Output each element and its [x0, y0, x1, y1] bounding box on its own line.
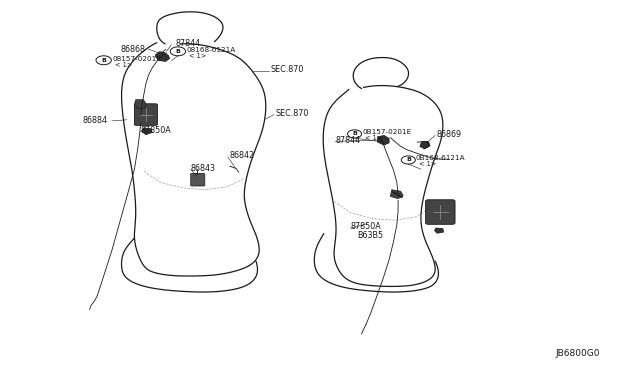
Text: 08157-0201E: 08157-0201E: [113, 56, 161, 62]
Polygon shape: [420, 141, 430, 149]
Polygon shape: [378, 135, 389, 145]
Text: 87844: 87844: [336, 136, 361, 145]
Text: 08168-6121A: 08168-6121A: [187, 47, 236, 53]
Polygon shape: [156, 52, 170, 61]
Text: 0B168-6121A: 0B168-6121A: [416, 155, 466, 161]
Text: 86868: 86868: [121, 45, 146, 54]
Text: < 1>: < 1>: [189, 53, 207, 59]
Polygon shape: [142, 128, 152, 135]
Text: JB6800G0: JB6800G0: [556, 349, 600, 358]
FancyBboxPatch shape: [426, 200, 455, 224]
Text: 86884: 86884: [83, 116, 108, 125]
Text: 0B157-0201E: 0B157-0201E: [362, 129, 412, 135]
Text: 86843: 86843: [191, 164, 216, 173]
Text: 86869: 86869: [436, 130, 461, 139]
Text: B: B: [352, 131, 357, 137]
Polygon shape: [435, 228, 444, 233]
Text: B: B: [175, 49, 180, 54]
Text: 87850A: 87850A: [351, 222, 381, 231]
Text: B63B5: B63B5: [357, 231, 383, 240]
Polygon shape: [390, 190, 403, 199]
Text: < 1>: < 1>: [419, 161, 436, 167]
Text: < 1>: < 1>: [365, 135, 382, 141]
Text: SEC.870: SEC.870: [275, 109, 308, 118]
Polygon shape: [134, 100, 146, 109]
Text: 87850A: 87850A: [141, 126, 172, 135]
Text: SEC.870: SEC.870: [270, 65, 303, 74]
Text: B: B: [406, 157, 411, 163]
Text: < 1>: < 1>: [115, 62, 132, 68]
Text: B: B: [101, 58, 106, 63]
Text: 86842: 86842: [229, 151, 254, 160]
FancyBboxPatch shape: [191, 173, 205, 186]
FancyBboxPatch shape: [134, 104, 157, 125]
Text: 87844: 87844: [176, 39, 201, 48]
